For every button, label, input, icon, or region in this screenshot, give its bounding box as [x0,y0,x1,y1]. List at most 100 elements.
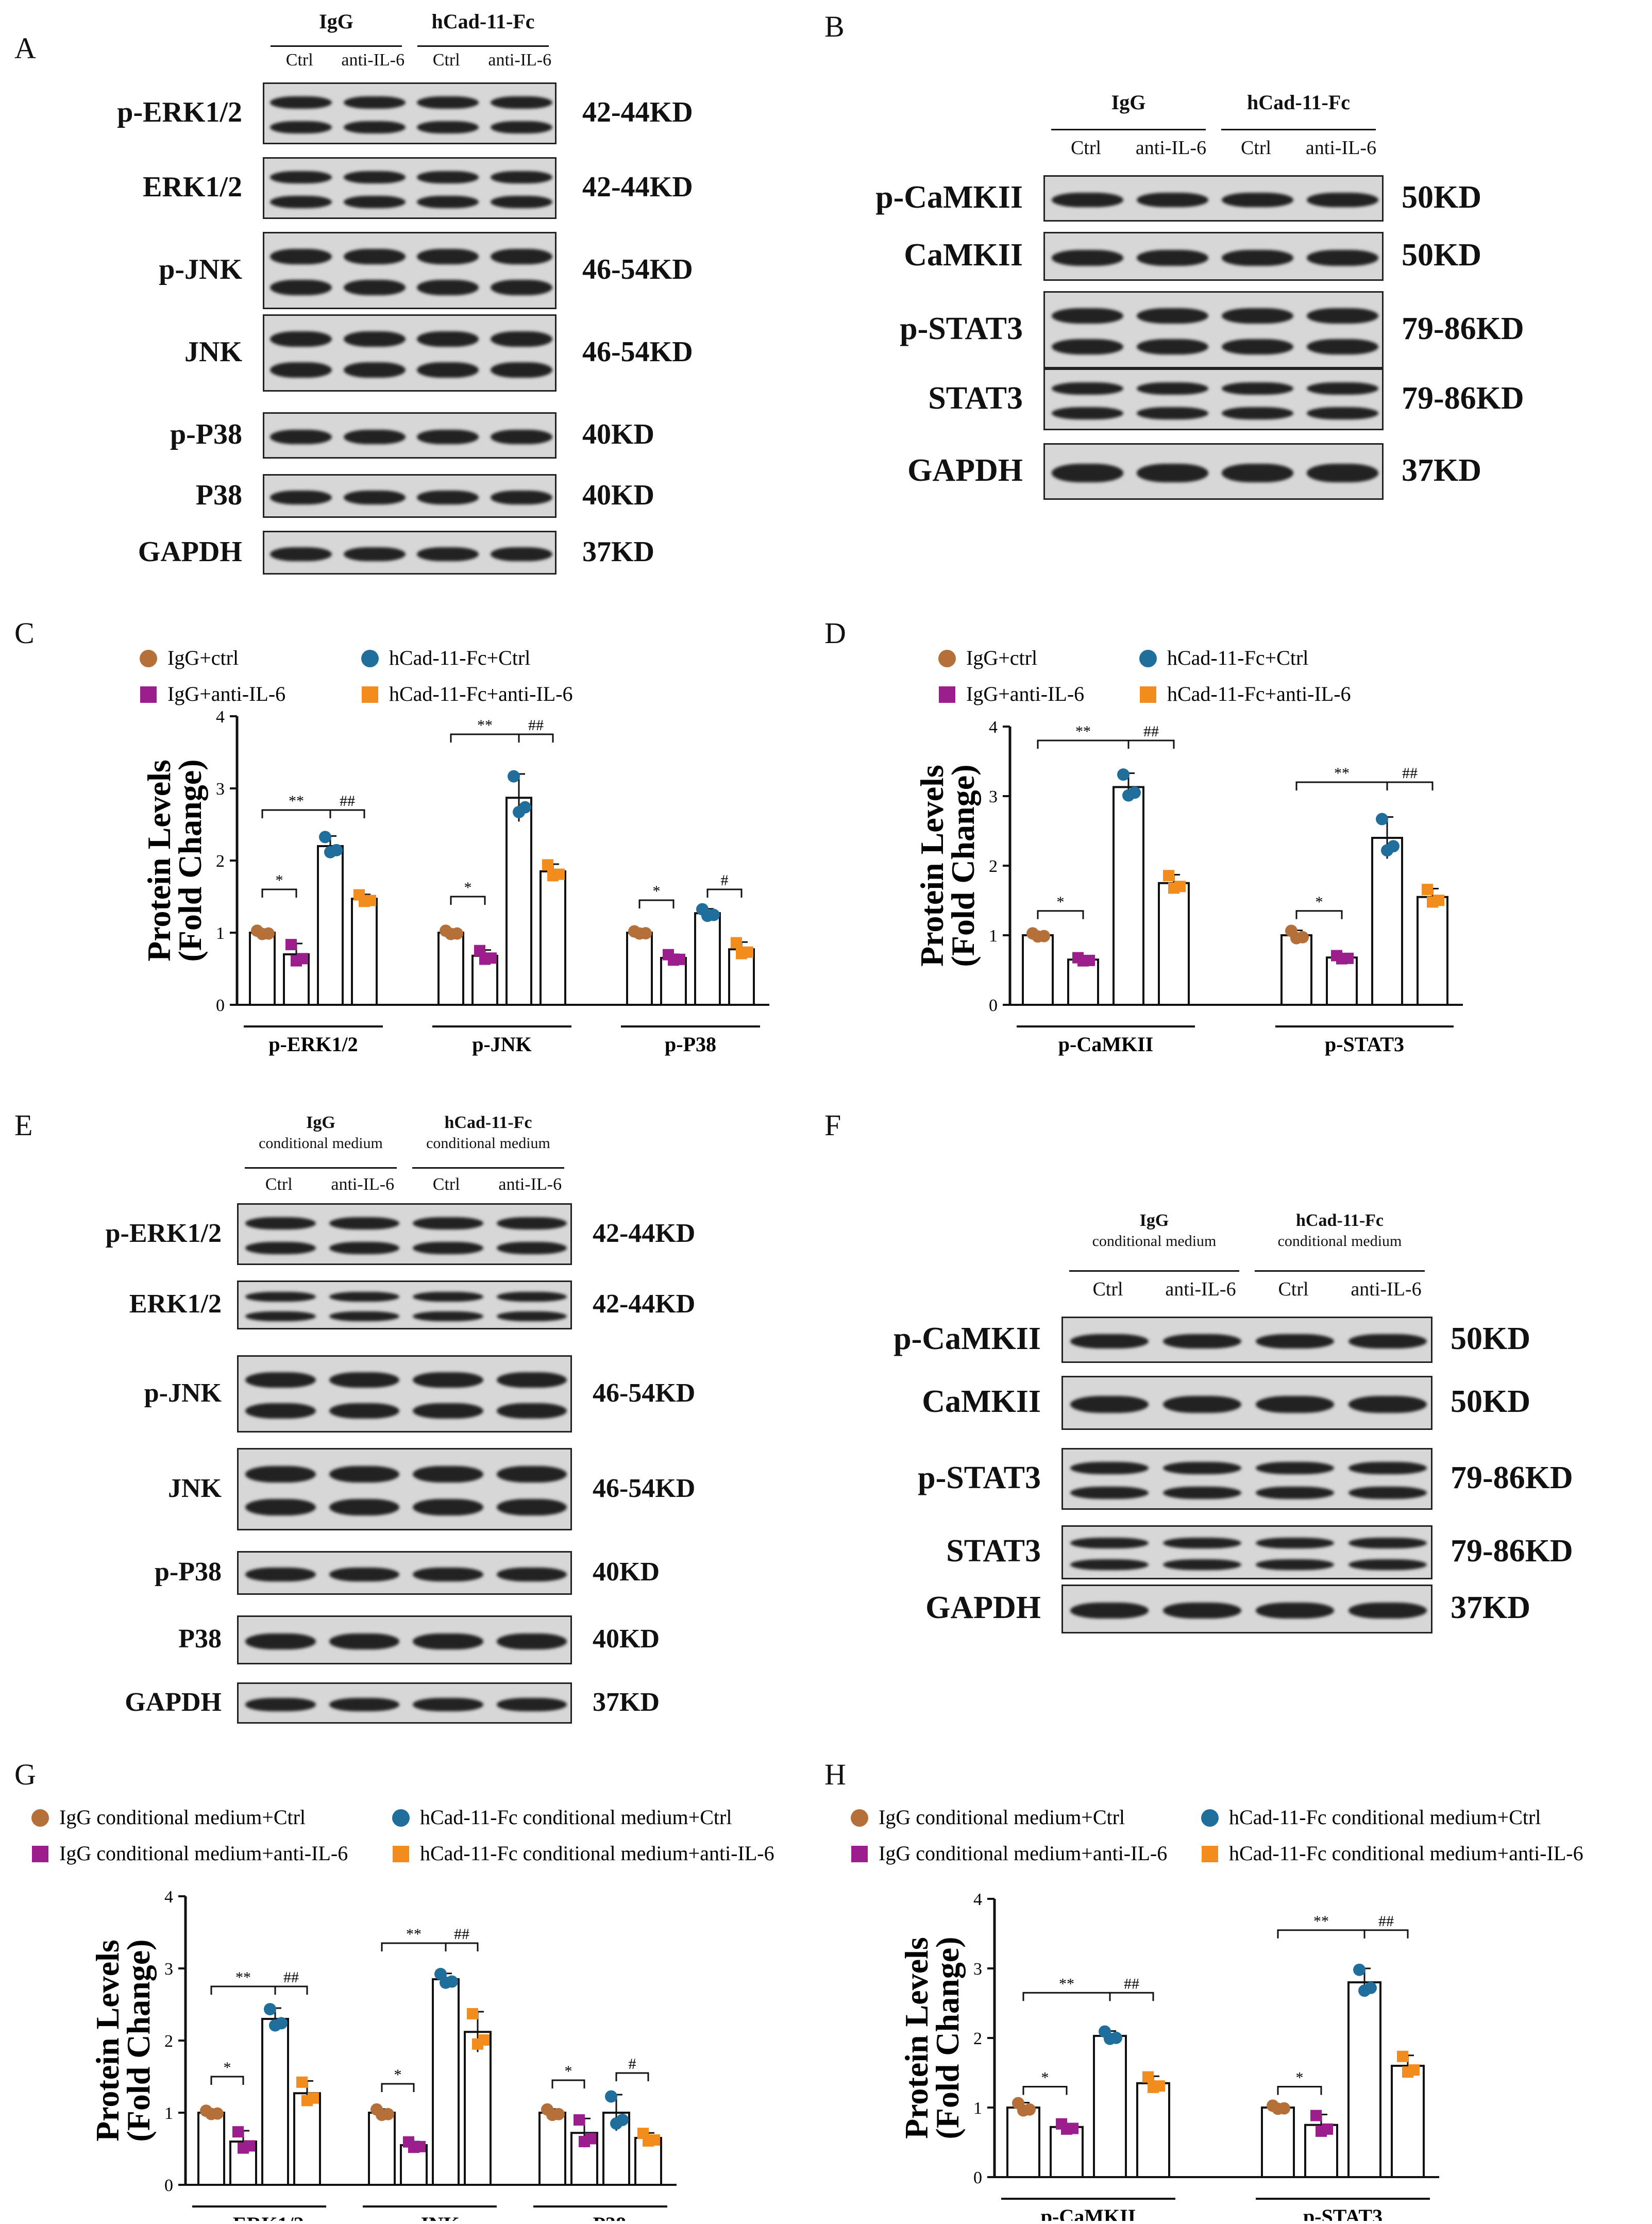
data-point [479,953,491,965]
blot-band [270,490,332,505]
blot-strip [263,82,557,144]
bar [1391,2065,1425,2178]
data-point [408,2142,419,2153]
blot-band [1137,250,1208,266]
blot-band [490,331,552,347]
blot-kd-label: 79-86KD [1402,311,1524,346]
blot-band [417,362,479,378]
category-label: p-JNK [400,2213,460,2221]
bar-chart-d: IgG+ctrl IgG+anti-IL-6 hCad-11-Fc+Ctrl hCad… [914,646,1463,1056]
blot-band [1163,1487,1241,1499]
y-tick-label: 0 [216,996,225,1015]
blot-band [417,280,479,295]
blot-row-label: STAT3 [928,380,1023,416]
blot-row-label: CaMKII [904,238,1023,273]
y-tick-label: 2 [164,2032,173,2051]
data-point [1422,884,1433,896]
bar [626,932,653,1006]
data-point [1168,882,1179,894]
blot-band [1222,407,1293,419]
panel-letter-a: A [14,31,36,65]
data-point [508,770,520,783]
blot-band [329,1466,399,1482]
blot-band [270,249,332,264]
blot-kd-label: 37KD [1451,1590,1530,1626]
blot-band [1070,1538,1149,1548]
lane-label: anti-IL-6 [1135,137,1207,159]
blot-band [496,1242,567,1254]
lane-label: Ctrl [265,1175,293,1194]
group-underline [1255,1270,1425,1272]
panel-letter-g: G [14,1758,36,1791]
y-axis-title: Protein Levels [898,1937,935,2139]
blot-band [413,1292,483,1302]
y-axis-title-unit: (Fold Change) [945,765,981,967]
legend-marker [1202,1846,1218,1862]
blot-row-label: GAPDH [125,1687,222,1717]
blot-kd-label: 46-54KD [582,336,693,368]
blot-band [245,1311,316,1321]
blot-strip [263,314,557,392]
significance-bracket [706,888,743,898]
blot-band [1137,308,1208,324]
y-tick-label: 4 [216,707,225,727]
blot-row-label: p-STAT3 [918,1460,1041,1495]
blot-strip [237,1281,572,1329]
significance-mark: * [1041,2069,1049,2086]
blot-band [1256,1538,1334,1548]
blot-band [329,1403,399,1419]
blot-band [1163,1462,1241,1474]
data-point [1376,813,1388,825]
blot-strip [1061,1376,1432,1430]
blot-band [1052,464,1123,482]
blot-band [1137,407,1208,419]
y-tick-label: 2 [989,857,998,876]
blot-band [1348,1487,1427,1499]
blot-band [343,249,406,264]
significance-mark: * [1316,894,1323,911]
blot-row-label: p-ERK1/2 [105,1218,222,1248]
blot-band [1256,1559,1334,1570]
legend-label: IgG+anti-IL-6 [167,682,285,705]
blot-band [496,1217,567,1229]
data-point [1148,2081,1159,2093]
bar [261,2018,289,2186]
blot-band [1070,1559,1149,1570]
legend-marker [31,1809,49,1827]
blot-row-label: STAT3 [946,1534,1041,1569]
y-tick-label: 1 [164,2104,173,2123]
blot-band [1307,382,1378,395]
blot-kd-label: 37KD [593,1687,660,1717]
blot-band [1163,1603,1241,1619]
blot-band [496,1403,567,1419]
blot-band [343,121,406,133]
data-point [1163,870,1174,882]
legend-label: IgG conditional medium+anti-IL-6 [879,1842,1167,1865]
legend-label: hCad-11-Fc conditional medium+anti-IL-6 [1229,1842,1583,1865]
significance-mark: # [629,2055,636,2073]
blot-band [413,1403,483,1419]
category-label: p-CaMKII [1041,2205,1136,2221]
legend-marker [361,650,379,667]
blot-band [490,196,552,208]
significance-bracket [1295,781,1388,790]
data-point [605,2090,617,2103]
legend-label: hCad-11-Fc conditional medium+Ctrl [420,1806,732,1829]
data-point [467,2008,478,2019]
blot-band [490,171,552,183]
data-point [264,2003,276,2016]
blot-kd-label: 37KD [582,535,654,568]
category-label: p-P38 [575,2213,626,2221]
blot-strip [263,232,557,309]
blot-band [1137,464,1208,482]
blot-band [496,1633,567,1649]
data-point [474,945,485,956]
panel-letter-c: C [14,616,35,650]
blot-kd-label: 46-54KD [582,254,693,286]
group-header-hcad: hCad-11-Fc [431,10,535,33]
panel-letter-d: D [824,616,846,650]
significance-bracket [329,809,365,818]
blot-band [245,1466,316,1482]
legend-marker [392,1809,410,1827]
blot-row-label: p-P38 [170,418,242,451]
